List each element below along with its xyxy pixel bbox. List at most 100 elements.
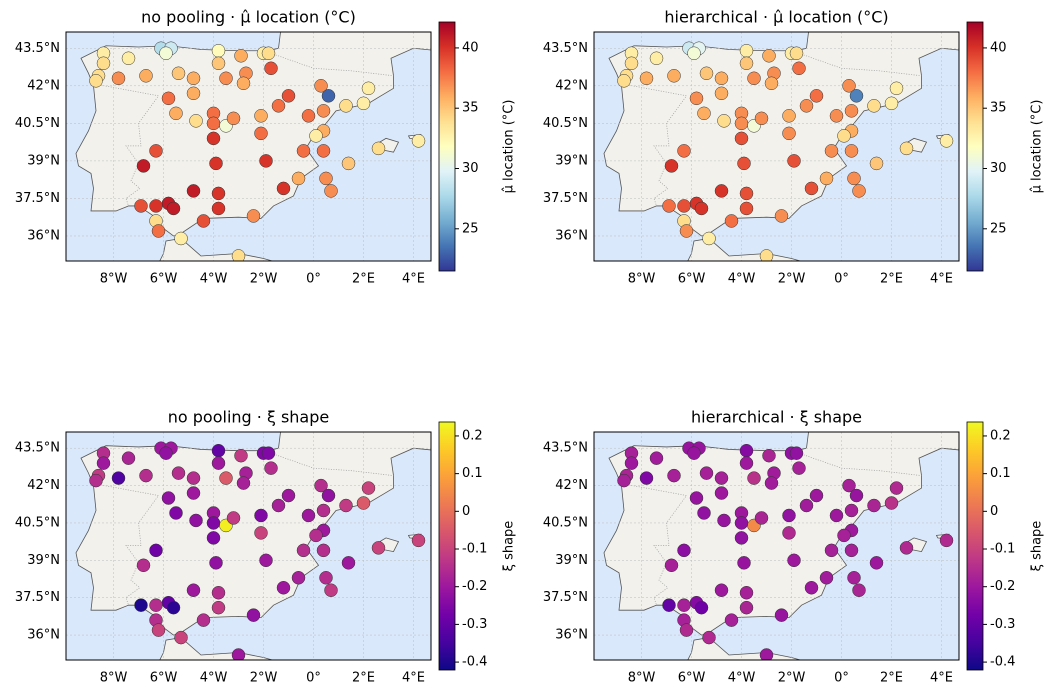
station-point (787, 154, 801, 168)
station-point (324, 583, 338, 597)
x-tick-label: 8°W (100, 272, 128, 287)
station-point (356, 496, 371, 510)
station-point (314, 478, 328, 493)
station-point (149, 543, 163, 558)
station-point (899, 141, 914, 156)
station-point (739, 600, 754, 615)
station-point (699, 66, 714, 81)
colorbar-tick-label: 35 (462, 101, 479, 116)
station-point (824, 543, 839, 558)
station-point (159, 46, 173, 61)
colorbar-tick-label: -0.1 (990, 542, 1015, 557)
station-point (149, 144, 163, 158)
y-tick-label: 37.5°N (15, 191, 60, 206)
station-point (186, 71, 201, 86)
station-point (852, 583, 866, 597)
station-point (236, 476, 251, 490)
x-tick-label: 4°E (402, 671, 425, 686)
colorbar-tick-label: 40 (462, 40, 479, 55)
station-point (301, 109, 316, 123)
station-point (714, 71, 729, 86)
station-point (319, 171, 333, 186)
station-point (136, 159, 151, 173)
station-point (264, 461, 278, 475)
station-point (764, 476, 779, 490)
y-tick-label: 40.5°N (15, 515, 60, 530)
station-point (219, 471, 233, 485)
y-tick-label: 37.5°N (15, 590, 60, 605)
station-point (837, 528, 851, 543)
colorbar-tick-label: 25 (462, 221, 479, 236)
colorbar (438, 21, 456, 272)
station-point (254, 109, 268, 123)
y-tick-label: 42°N (555, 478, 588, 493)
station-point (702, 231, 716, 246)
station-point (174, 231, 188, 246)
station-point (111, 471, 126, 485)
map (594, 432, 959, 660)
station-point (844, 543, 859, 558)
station-point (824, 144, 839, 158)
y-tick-label: 40.5°N (15, 116, 60, 131)
station-point (714, 86, 729, 101)
x-tick-label: 8°W (100, 671, 128, 686)
x-tick-label: 8°W (628, 272, 656, 287)
station-point (254, 508, 268, 523)
station-point (211, 44, 226, 58)
station-point (764, 76, 779, 91)
station-point (121, 51, 136, 66)
station-point (844, 144, 859, 158)
y-tick-label: 37.5°N (543, 590, 588, 605)
y-tick-label: 43.5°N (543, 41, 588, 56)
station-point (774, 209, 789, 223)
station-point (186, 86, 201, 101)
station-point (739, 44, 754, 58)
station-point (687, 446, 701, 460)
x-tick-label: 4°W (200, 671, 228, 686)
station-point (316, 503, 331, 518)
station-point (281, 89, 296, 103)
station-point (186, 583, 201, 597)
station-point (687, 46, 701, 61)
station-point (211, 201, 226, 216)
x-tick-label: 2°E (352, 272, 375, 287)
station-point (186, 184, 201, 198)
station-point (186, 486, 201, 500)
x-tick-label: 0° (834, 671, 849, 686)
station-point (739, 186, 754, 201)
station-point (271, 99, 286, 113)
x-tick-label: 2°E (880, 671, 903, 686)
station-point (316, 543, 331, 558)
station-point (234, 448, 248, 463)
station-point (316, 104, 331, 118)
station-point (847, 171, 861, 186)
station-point (134, 199, 148, 213)
station-point (316, 144, 331, 158)
station-point (206, 516, 221, 530)
station-point (819, 171, 834, 186)
station-point (804, 580, 819, 595)
station-point (844, 104, 859, 118)
y-tick-label: 42°N (27, 78, 60, 93)
station-point (234, 49, 248, 63)
station-point (714, 471, 729, 485)
station-point (161, 491, 176, 505)
x-tick-label: 4°W (200, 272, 228, 287)
station-point (867, 99, 881, 113)
station-point (206, 131, 221, 146)
panel: 8°W 6°W 4°W 2°W 0° 2°E 4°E 36°N 37.5°N 39°N 40.5°N… (15, 8, 517, 287)
station-point (639, 471, 654, 485)
colorbar-tick-label: 0.2 (462, 428, 483, 443)
station-point (762, 49, 776, 63)
station-point (852, 184, 866, 198)
colorbar-tick-label: 30 (990, 161, 1007, 176)
x-tick-label: 8°W (628, 671, 656, 686)
station-point (254, 526, 268, 540)
colorbar-tick-label: 40 (990, 40, 1007, 55)
station-point (339, 498, 353, 513)
colorbar-tick-label: 0.2 (990, 428, 1011, 443)
station-point (639, 71, 654, 86)
panel-title: no pooling · μ̂ location (°C) (141, 8, 356, 27)
station-point (411, 533, 426, 548)
y-tick-label: 43.5°N (15, 41, 60, 56)
